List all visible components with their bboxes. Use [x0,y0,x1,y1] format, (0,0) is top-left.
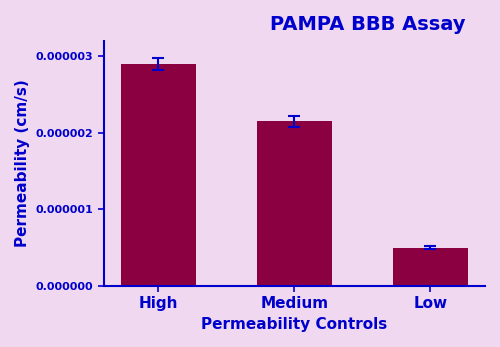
Text: PAMPA BBB Assay: PAMPA BBB Assay [270,15,466,34]
Bar [257,121,332,286]
Bar [121,64,196,286]
Bar [393,248,468,286]
Y-axis label: Permeability (cm/s): Permeability (cm/s) [15,80,30,247]
X-axis label: Permeability Controls: Permeability Controls [201,317,388,332]
